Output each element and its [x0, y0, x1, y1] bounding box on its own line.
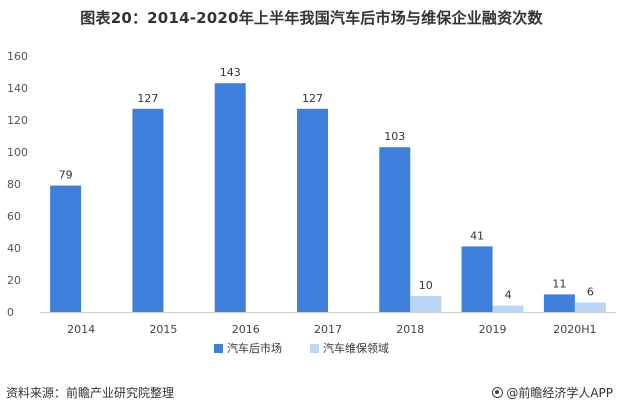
- y-tick-label: 100: [7, 146, 28, 159]
- data-label: 127: [137, 92, 158, 105]
- bar: [297, 108, 328, 312]
- brand-logo-icon: [492, 387, 504, 398]
- x-tick-label: 2014: [67, 323, 95, 336]
- x-tick-label: 2016: [232, 323, 260, 336]
- bar: [50, 185, 82, 312]
- data-label: 4: [505, 289, 512, 302]
- legend-label: 汽车维保领域: [323, 341, 389, 355]
- data-label: 41: [470, 229, 484, 242]
- data-label: 11: [552, 277, 566, 290]
- y-tick-label: 140: [7, 82, 28, 95]
- bar: [543, 294, 575, 312]
- data-label: 10: [419, 279, 433, 292]
- chart-title: 图表20：2014-2020年上半年我国汽车后市场与维保企业融资次数: [80, 9, 543, 27]
- data-label: 79: [59, 169, 73, 182]
- bars: 79 127 143 127 103 10 41 4 11 6: [50, 66, 606, 312]
- y-tick-label: 80: [7, 178, 21, 191]
- x-tick-label: 2017: [314, 323, 342, 336]
- bar: [492, 305, 524, 312]
- bar: [461, 246, 493, 312]
- y-tick-label: 120: [7, 114, 28, 127]
- legend-swatch: [310, 344, 319, 353]
- x-tick-label: 2019: [479, 323, 507, 336]
- data-label: 103: [384, 130, 405, 143]
- bar: [410, 296, 442, 312]
- legend-label: 汽车后市场: [227, 341, 282, 355]
- brand-text: @前瞻经济学人APP: [506, 386, 613, 400]
- y-tick-label: 160: [7, 50, 28, 63]
- x-tick-label: 2018: [396, 323, 424, 336]
- legend-swatch: [214, 344, 223, 353]
- data-label: 127: [302, 92, 323, 105]
- source-note: 资料来源：前瞻产业研究院整理: [6, 386, 175, 400]
- x-axis: 2014 2015 2016 2017 2018 2019 2020H1: [40, 312, 616, 336]
- bar: [379, 147, 411, 312]
- y-tick-label: 20: [7, 274, 21, 287]
- data-label: 6: [587, 285, 594, 298]
- x-tick-label: 2020H1: [553, 323, 596, 336]
- y-tick-label: 40: [7, 242, 21, 255]
- bar: [132, 108, 164, 312]
- y-tick-label: 60: [7, 210, 21, 223]
- bar: [574, 302, 606, 312]
- x-tick-label: 2015: [149, 323, 177, 336]
- legend: 汽车后市场 汽车维保领域: [214, 341, 389, 355]
- y-tick-label: 0: [7, 306, 14, 319]
- data-label: 143: [220, 66, 241, 79]
- bar: [214, 83, 246, 312]
- brand-credit: @前瞻经济学人APP: [492, 384, 613, 401]
- y-axis: 0 20 40 60 80 100 120 140 160: [7, 50, 28, 319]
